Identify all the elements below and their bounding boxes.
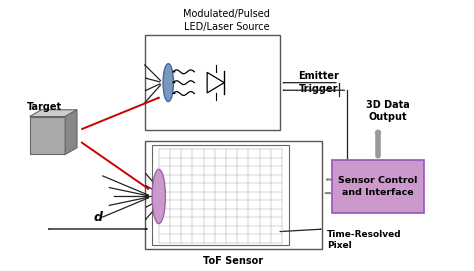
Polygon shape: [29, 110, 77, 117]
Text: Emitter
Trigger: Emitter Trigger: [299, 71, 339, 94]
Text: ToF Sensor: ToF Sensor: [203, 256, 264, 266]
FancyBboxPatch shape: [145, 141, 322, 249]
Ellipse shape: [163, 64, 173, 102]
FancyBboxPatch shape: [152, 145, 289, 245]
Polygon shape: [29, 117, 65, 154]
Polygon shape: [207, 72, 224, 93]
Text: 3D Data
Output: 3D Data Output: [365, 99, 410, 122]
FancyBboxPatch shape: [145, 35, 280, 130]
Ellipse shape: [152, 169, 165, 224]
Text: Sensor Control
and Interface: Sensor Control and Interface: [338, 176, 418, 197]
FancyBboxPatch shape: [332, 160, 424, 213]
Text: d: d: [93, 211, 102, 224]
Text: Target: Target: [27, 102, 63, 112]
Text: Modulated/Pulsed
LED/Laser Source: Modulated/Pulsed LED/Laser Source: [183, 9, 270, 32]
Polygon shape: [65, 110, 77, 154]
Text: Time-Resolved
Pixel: Time-Resolved Pixel: [327, 230, 401, 250]
